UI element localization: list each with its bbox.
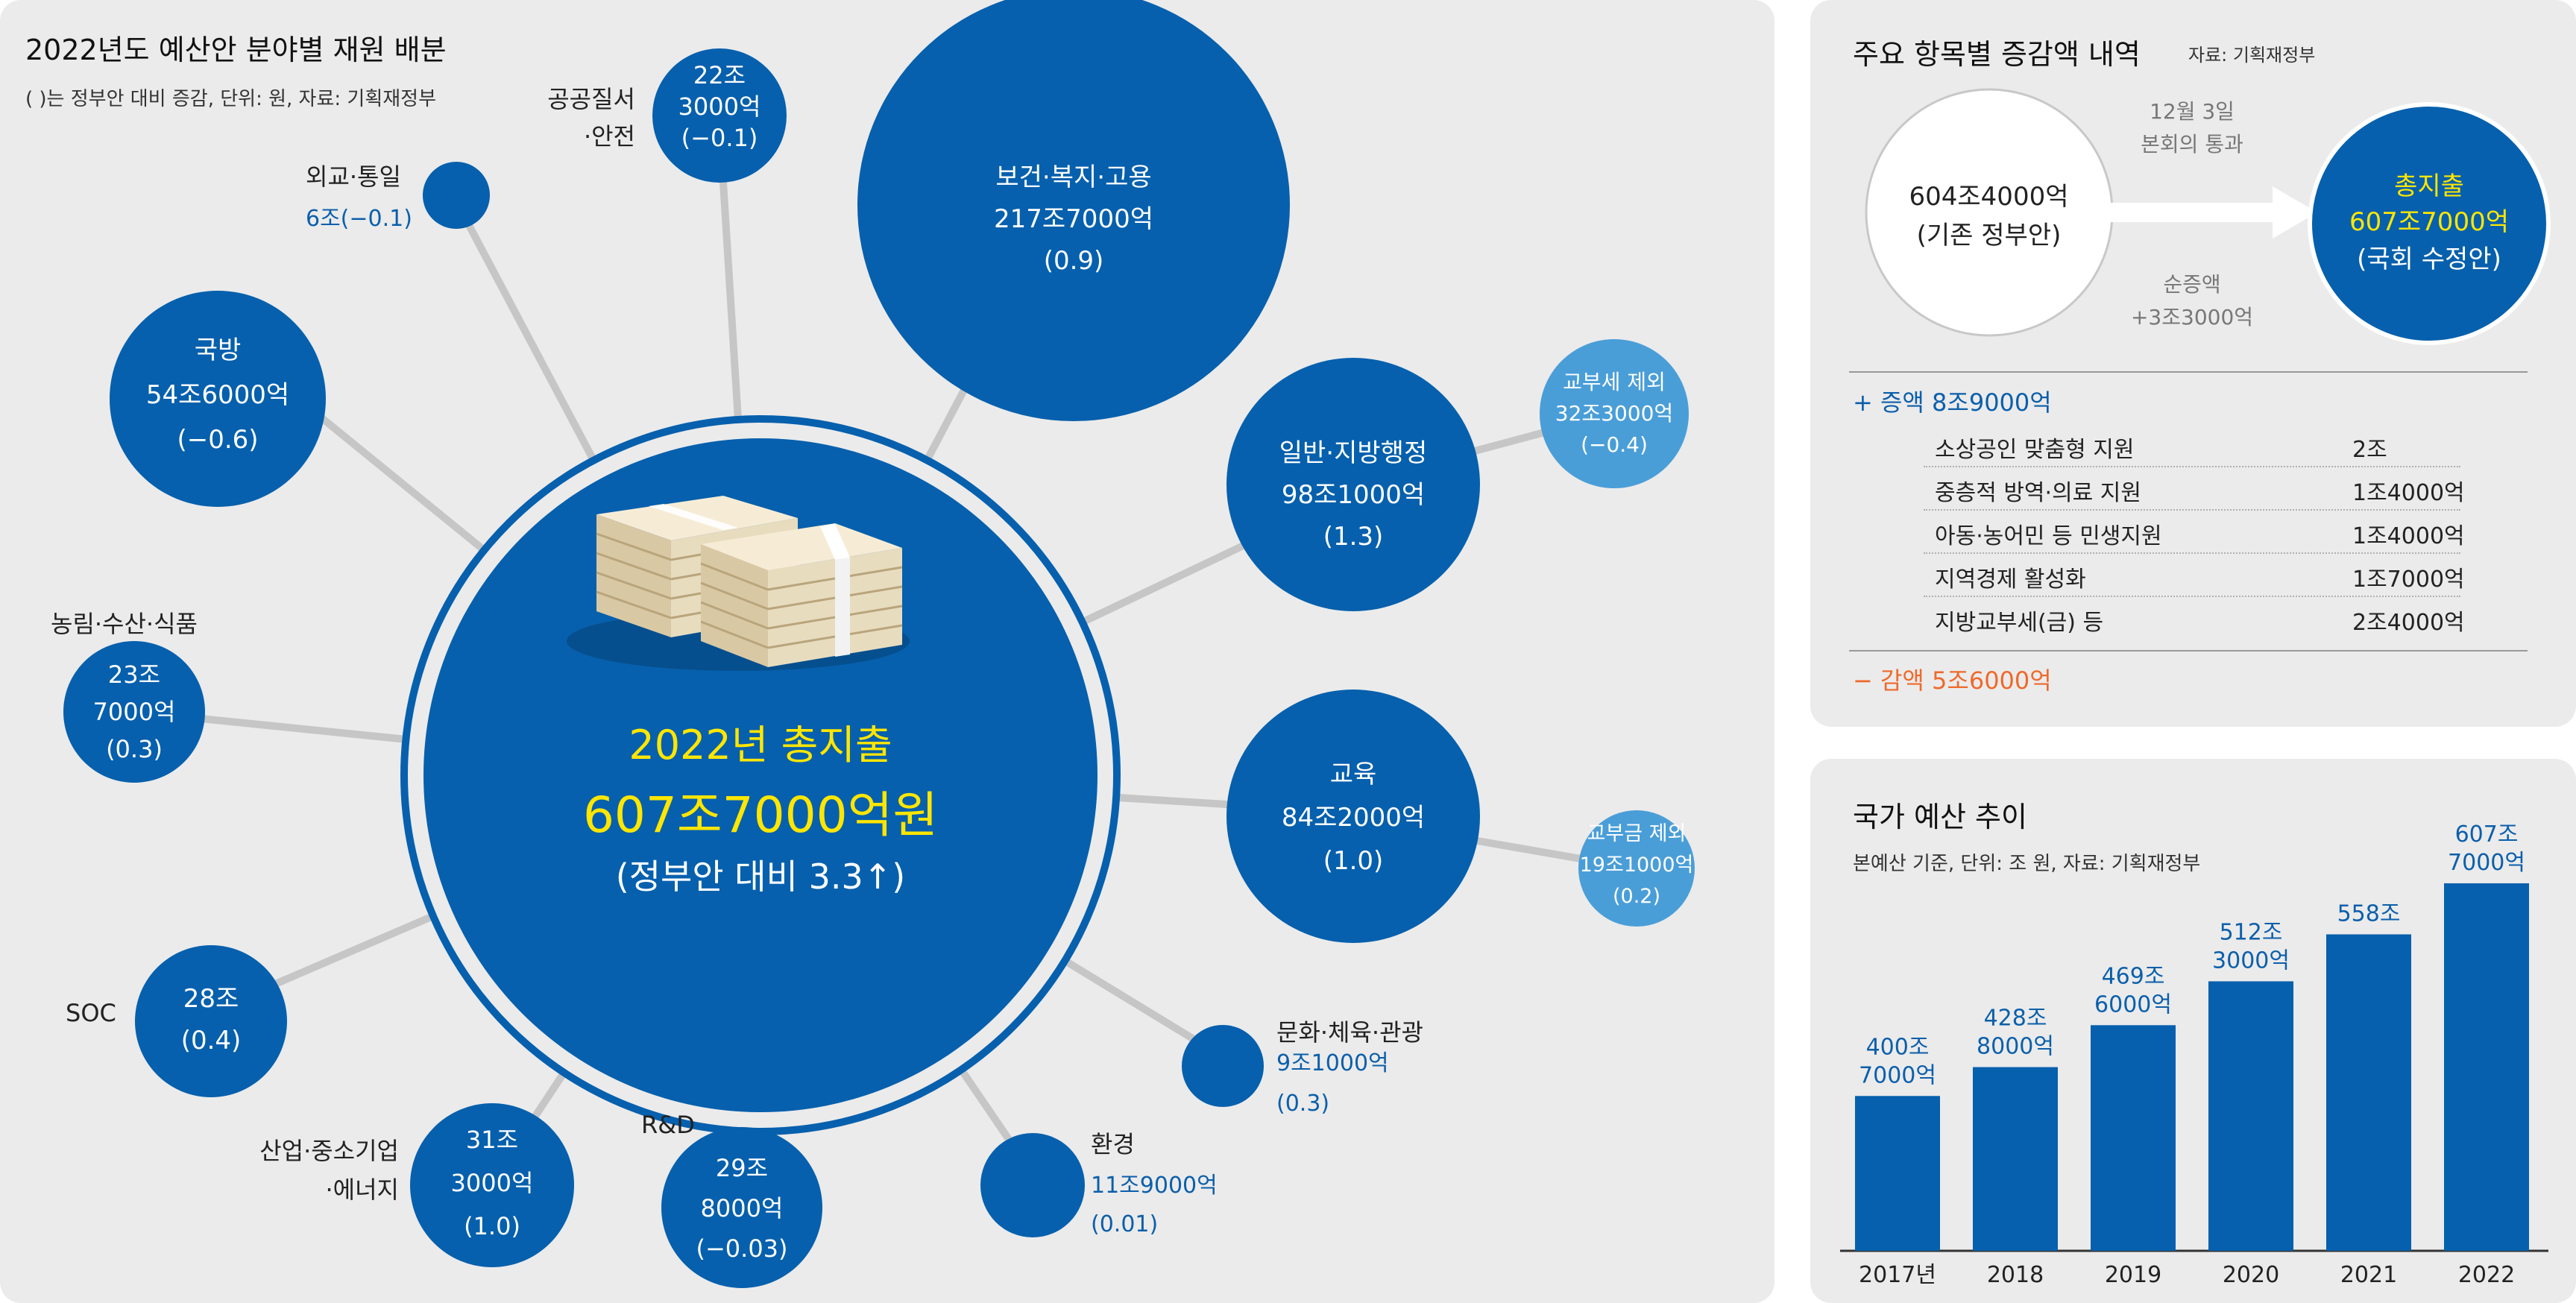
increase-item-amount: 2조4000억 xyxy=(2352,610,2465,636)
welfare-value: 보건·복지·고용 217조7000억 (0.9) xyxy=(994,163,1153,276)
x-tick-label: 2017년 xyxy=(1859,1262,1936,1288)
bubble-edu-excl xyxy=(1578,810,1695,927)
bar xyxy=(2326,934,2411,1251)
central-circle xyxy=(400,415,1121,1135)
bubble-agri xyxy=(63,641,205,783)
data-label: 7000억 xyxy=(1859,1062,1936,1088)
data-label: 3000억 xyxy=(2212,947,2290,974)
public-order-value: 22조 3000억 (−0.1) xyxy=(678,61,761,152)
bar xyxy=(1973,1067,2058,1251)
bubble-admin xyxy=(1226,358,1480,611)
center-total: 607조7000억원 xyxy=(582,786,939,844)
divider-bottom xyxy=(1849,650,2528,652)
row-divider xyxy=(1924,552,2460,554)
data-label: 7000억 xyxy=(2448,850,2525,876)
edu-excl-value: 교부금 제외 19조1000억 (0.2) xyxy=(1579,822,1694,908)
original-total: 604조4000억 (기존 정부안) xyxy=(1909,182,2069,250)
increase-item-amount: 1조4000억 xyxy=(2352,523,2465,549)
increase-item-name: 소상공인 맞춤형 지원 xyxy=(1935,437,2135,463)
final-total-circle xyxy=(2308,102,2551,345)
bubble-env xyxy=(980,1133,1085,1237)
allocation-subtitle: ( )는 정부안 대비 증감, 단위: 원, 자료: 기획재정부 xyxy=(25,88,437,110)
bubble-public-order xyxy=(652,48,787,183)
rnd-value: 29조 8000억 (−0.03) xyxy=(696,1154,788,1263)
final-label: 총지출 xyxy=(2394,171,2464,201)
trend-subtitle: 본예산 기준, 단위: 조 원, 자료: 기획재정부 xyxy=(1853,853,2201,875)
agri-value: 23조 7000억 (0.3) xyxy=(92,660,176,763)
bar xyxy=(2208,981,2293,1251)
decrease-header: − 감액 5조6000억 xyxy=(1853,666,2052,695)
bar xyxy=(2091,1025,2176,1251)
industry-value: 31조 3000억 (1.0) xyxy=(450,1126,534,1240)
allocation-title: 2022년도 예산안 분야별 재원 배분 xyxy=(25,34,447,66)
increase-item-name: 지역경제 활성화 xyxy=(1935,567,2086,593)
bubble-education xyxy=(1226,690,1480,943)
bubble-welfare xyxy=(857,0,1290,421)
foreign-value: 6조(−0.1) xyxy=(306,206,412,232)
bubble-rnd xyxy=(661,1127,822,1288)
culture-label: 문화·체육·관광 xyxy=(1276,1018,1423,1047)
bubble-soc xyxy=(135,945,287,1097)
admin-value: 일반·지방행정 98조1000억 (1.3) xyxy=(1279,438,1428,552)
divider-top xyxy=(1849,371,2528,373)
changes-title: 주요 항목별 증감액 내역 xyxy=(1853,38,2141,71)
foreign-label: 외교·통일 xyxy=(306,163,401,191)
center-change: (정부안 대비 3.3↑) xyxy=(615,856,906,897)
increase-header: + 증액 8조9000억 xyxy=(1853,388,2052,417)
public-order-label: 공공질서 ·안전 xyxy=(547,85,635,151)
agri-label: 농림·수산·식품 xyxy=(51,610,198,638)
x-tick-label: 2020 xyxy=(2223,1262,2279,1288)
industry-label: 산업·중소기업 ·에너지 xyxy=(259,1137,399,1204)
bar xyxy=(2444,883,2529,1251)
data-label: 6000억 xyxy=(2094,991,2172,1018)
bubble-defense xyxy=(110,291,326,507)
data-label: 558조 xyxy=(2337,900,2401,927)
soc-value: 28조 (0.4) xyxy=(180,984,242,1056)
increase-item-amount: 1조4000억 xyxy=(2352,480,2465,506)
data-label: 607조 xyxy=(2455,821,2519,848)
data-label: 512조 xyxy=(2220,919,2283,945)
data-label: 8000억 xyxy=(1977,1034,2054,1060)
x-tick-label: 2018 xyxy=(1987,1262,2044,1288)
x-tick-label: 2021 xyxy=(2340,1262,2397,1288)
center-title: 2022년 총지출 xyxy=(629,722,892,769)
budget-bar-chart: 400조7000억2017년428조8000억2018469조6000억2019… xyxy=(1840,821,2548,1288)
row-divider xyxy=(1924,509,2460,511)
rnd-label: R&D xyxy=(641,1111,695,1139)
env-label: 환경 xyxy=(1091,1130,1135,1158)
bar xyxy=(1855,1096,1940,1251)
final-sub: (국회 수정안) xyxy=(2357,244,2501,274)
data-label: 428조 xyxy=(1984,1006,2047,1032)
increase-item-amount: 2조 xyxy=(2352,437,2387,463)
money-stack-icon xyxy=(567,496,910,671)
final-value: 607조7000억 xyxy=(2349,207,2509,237)
data-label: 469조 xyxy=(2102,963,2165,989)
increase-item-name: 아동·농어민 등 민생지원 xyxy=(1935,523,2162,549)
bubble-admin-excl xyxy=(1540,339,1689,488)
bubble-industry xyxy=(410,1103,574,1267)
culture-value: 9조1000억 (0.3) xyxy=(1276,1050,1389,1117)
category-bubbles xyxy=(63,0,1695,1288)
increase-item-amount: 1조7000억 xyxy=(2352,567,2465,593)
arrow-bottom-note: 순증액 +3조3000억 xyxy=(2130,272,2254,329)
bubble-foreign xyxy=(423,162,490,229)
soc-label: SOC xyxy=(66,999,116,1027)
admin-excl-value: 교부세 제외 32조3000억 (−0.4) xyxy=(1555,370,1674,457)
increase-item-name: 중층적 방역·의료 지원 xyxy=(1935,480,2142,506)
data-label: 400조 xyxy=(1866,1034,1930,1060)
increase-item-name: 지방교부세(금) 등 xyxy=(1935,610,2104,636)
bubble-culture xyxy=(1182,1025,1264,1107)
x-tick-label: 2019 xyxy=(2105,1262,2161,1288)
flow-diagram xyxy=(1865,88,2551,345)
defense-value: 국방 54조6000억 (−0.6) xyxy=(145,335,290,455)
trend-title: 국가 예산 추이 xyxy=(1853,801,2027,833)
arrow-top-note: 12월 3일 본회의 통과 xyxy=(2141,99,2243,157)
changes-source: 자료: 기획재정부 xyxy=(2188,45,2316,66)
education-value: 교육 84조2000억 (1.0) xyxy=(1281,760,1426,876)
x-tick-label: 2022 xyxy=(2458,1262,2515,1288)
row-divider xyxy=(1924,466,2460,467)
row-divider xyxy=(1924,596,2460,597)
env-value: 11조9000억 (0.01) xyxy=(1091,1173,1218,1237)
